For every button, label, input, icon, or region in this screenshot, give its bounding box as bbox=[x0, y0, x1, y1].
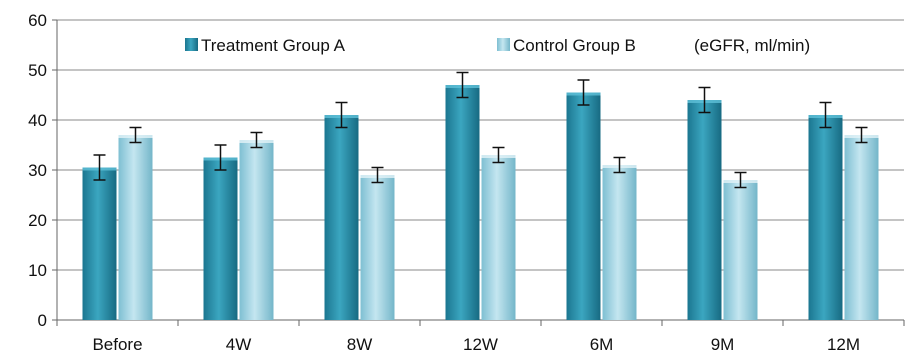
bar-control-group-b-8w bbox=[360, 175, 395, 320]
legend-swatch-control-group-b bbox=[497, 38, 510, 51]
error-bar-control-group-b-6m bbox=[613, 156, 626, 174]
error-bar-treatment-group-a-8w bbox=[335, 101, 348, 129]
bars bbox=[82, 71, 879, 320]
error-bar-control-group-b-4w bbox=[250, 131, 263, 149]
bar-treatment-group-a-6m bbox=[566, 92, 601, 320]
x-tick-label-9m: 9M bbox=[711, 335, 735, 354]
legend-label-treatment-group-a: Treatment Group A bbox=[201, 36, 346, 55]
bar-control-group-b-6m bbox=[602, 165, 637, 320]
bar-treatment-group-a-9m bbox=[687, 100, 722, 320]
error-bar-control-group-b-12m bbox=[855, 126, 868, 144]
legend-label-control-group-b: Control Group B bbox=[513, 36, 636, 55]
bar-treatment-group-a-12w bbox=[445, 85, 480, 320]
legend-swatch-treatment-group-a bbox=[185, 38, 198, 51]
bar-control-group-b-4w bbox=[239, 140, 274, 320]
grid-lines bbox=[57, 19, 904, 271]
x-tick-label-6m: 6M bbox=[590, 335, 614, 354]
bar-treatment-group-a-before bbox=[82, 167, 117, 320]
y-tick-label-50: 50 bbox=[28, 61, 47, 80]
y-tick-label-60: 60 bbox=[28, 11, 47, 30]
x-tick-label-12w: 12W bbox=[463, 335, 498, 354]
y-tick-label-30: 30 bbox=[28, 161, 47, 180]
bar-treatment-group-a-4w bbox=[203, 157, 238, 320]
unit-note: (eGFR, ml/min) bbox=[694, 36, 810, 55]
error-bar-treatment-group-a-12w bbox=[456, 71, 469, 99]
error-bar-treatment-group-a-before bbox=[93, 154, 106, 181]
y-tick-label-10: 10 bbox=[28, 261, 47, 280]
bar-treatment-group-a-12m bbox=[808, 115, 843, 320]
bar-control-group-b-before bbox=[118, 135, 153, 320]
bar-control-group-b-12w bbox=[481, 155, 516, 320]
bar-control-group-b-12m bbox=[844, 135, 879, 320]
x-tick-label-before: Before bbox=[92, 335, 142, 354]
y-tick-label-0: 0 bbox=[38, 311, 47, 330]
y-tick-label-40: 40 bbox=[28, 111, 47, 130]
x-tick-label-8w: 8W bbox=[347, 335, 373, 354]
y-tick-label-20: 20 bbox=[28, 211, 47, 230]
error-bar-treatment-group-a-12m bbox=[819, 101, 832, 129]
error-bar-treatment-group-a-4w bbox=[214, 144, 227, 171]
x-tick-label-12m: 12M bbox=[827, 335, 860, 354]
error-bar-control-group-b-before bbox=[129, 126, 142, 144]
x-tick-label-4w: 4W bbox=[226, 335, 252, 354]
error-bar-control-group-b-8w bbox=[371, 166, 384, 184]
bar-control-group-b-9m bbox=[723, 180, 758, 320]
error-bar-treatment-group-a-9m bbox=[698, 86, 711, 114]
bar-treatment-group-a-8w bbox=[324, 115, 359, 320]
axes: 0 10 20 30 40 50 60 Before 4W 8W 12W 6M 9M 12M bbox=[28, 11, 905, 354]
error-bar-control-group-b-9m bbox=[734, 171, 747, 189]
legend: Treatment Group A Control Group B (eGFR,… bbox=[185, 36, 810, 55]
error-bar-control-group-b-12w bbox=[492, 146, 505, 164]
error-bar-treatment-group-a-6m bbox=[577, 79, 590, 106]
